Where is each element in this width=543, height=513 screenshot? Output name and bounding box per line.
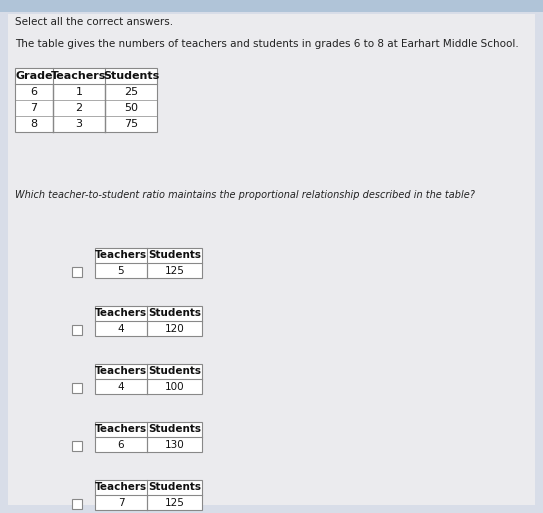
Text: Students: Students (148, 424, 201, 435)
Text: 25: 25 (124, 87, 138, 97)
Bar (95, 248, 202, 278)
Text: 5: 5 (118, 266, 124, 275)
Text: Select all the correct answers.: Select all the correct answers. (15, 17, 173, 27)
Text: Which teacher-to-student ratio maintains the proportional relationship described: Which teacher-to-student ratio maintains… (15, 190, 475, 200)
Text: 6: 6 (30, 87, 37, 97)
Text: 130: 130 (165, 440, 185, 449)
Bar (95, 480, 202, 510)
Text: 7: 7 (118, 498, 124, 507)
Text: Students: Students (148, 308, 201, 319)
Text: 125: 125 (165, 498, 185, 507)
Text: Teachers: Teachers (95, 366, 147, 377)
Text: 4: 4 (118, 324, 124, 333)
Text: 4: 4 (118, 382, 124, 391)
Text: 1: 1 (75, 87, 83, 97)
Text: 120: 120 (165, 324, 185, 333)
Text: Students: Students (148, 483, 201, 492)
Text: Teachers: Teachers (95, 250, 147, 261)
Text: 8: 8 (30, 119, 37, 129)
Bar (72, 266, 82, 277)
Text: 75: 75 (124, 119, 138, 129)
Text: 6: 6 (118, 440, 124, 449)
Text: Teachers: Teachers (95, 483, 147, 492)
Text: 3: 3 (75, 119, 83, 129)
Text: 50: 50 (124, 103, 138, 113)
Text: Students: Students (103, 71, 159, 81)
Bar (72, 383, 82, 392)
Bar (95, 306, 202, 336)
Text: 2: 2 (75, 103, 83, 113)
Text: 7: 7 (30, 103, 37, 113)
Text: 100: 100 (165, 382, 184, 391)
Text: 125: 125 (165, 266, 185, 275)
Bar (15, 68, 157, 132)
Bar (72, 499, 82, 508)
Text: Students: Students (148, 250, 201, 261)
Text: Teachers: Teachers (95, 424, 147, 435)
Text: The table gives the numbers of teachers and students in grades 6 to 8 at Earhart: The table gives the numbers of teachers … (15, 39, 519, 49)
Bar (72, 441, 82, 450)
Bar (95, 364, 202, 394)
Text: Teachers: Teachers (51, 71, 106, 81)
Text: Teachers: Teachers (95, 308, 147, 319)
Bar (72, 325, 82, 334)
Text: Students: Students (148, 366, 201, 377)
Bar (0, 0, 543, 12)
Bar (95, 422, 202, 452)
Text: Grade: Grade (15, 71, 53, 81)
